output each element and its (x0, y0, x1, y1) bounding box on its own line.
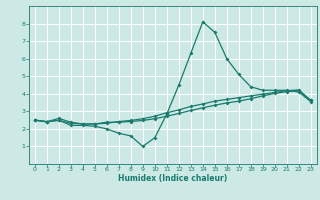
X-axis label: Humidex (Indice chaleur): Humidex (Indice chaleur) (118, 174, 228, 183)
